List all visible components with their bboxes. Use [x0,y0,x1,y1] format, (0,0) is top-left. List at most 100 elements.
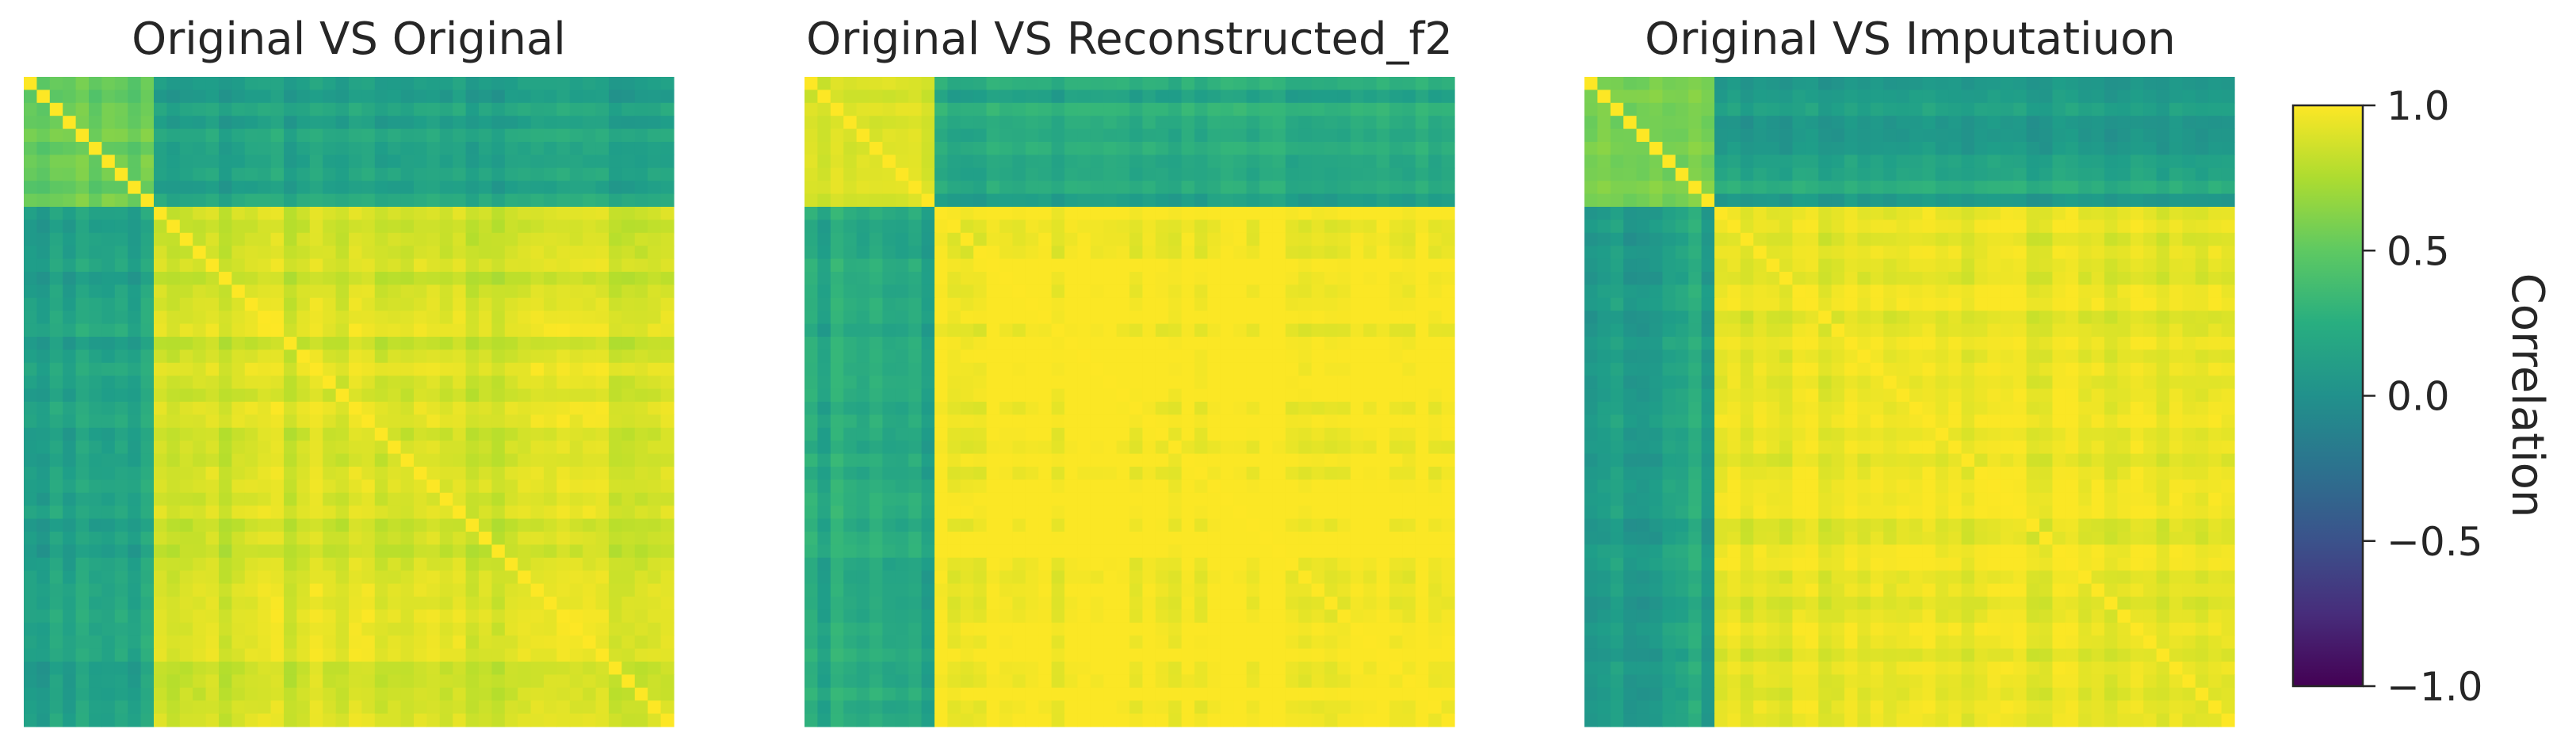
heatmap-cell [973,414,988,429]
heatmap-cell [1207,414,1221,429]
heatmap-cell [1376,713,1390,727]
heatmap-cell [24,232,37,246]
heatmap-cell [1103,467,1118,480]
heatmap-cell [556,349,571,364]
heatmap-cell [830,674,844,689]
heatmap-cell [1077,181,1091,195]
heatmap-cell [569,544,583,559]
heatmap-cell [1194,557,1208,571]
heatmap-cell [1428,102,1443,116]
heatmap-cell [323,167,337,181]
heatmap-cell [1064,518,1078,532]
heatmap-cell [270,570,285,585]
heatmap-cell [24,284,37,299]
heatmap-cell [349,167,362,181]
heatmap-cell [1220,492,1234,506]
heatmap-cell [621,362,636,376]
heatmap-cell [1051,219,1065,234]
heatmap-cell [569,219,583,234]
heatmap-cell [1259,323,1273,338]
heatmap-cell [374,414,388,429]
heatmap-cell [244,388,258,403]
heatmap-cell [335,635,350,650]
heatmap-cell [986,674,1000,689]
heatmap-cell [75,492,90,506]
heatmap-cell [1350,635,1364,650]
heatmap-cell [1090,467,1104,480]
heatmap-cell [1337,142,1351,155]
heatmap-cell [1077,219,1091,234]
heatmap-cell [63,506,77,520]
heatmap-cell [973,246,988,260]
heatmap-cell [49,402,63,415]
heatmap-cell [1272,414,1286,429]
heatmap-cell [504,583,518,597]
heatmap-cell [1038,142,1053,155]
heatmap-cell [544,544,557,559]
heatmap-cell [843,532,858,545]
heatmap-cell [1350,609,1364,624]
heatmap-cell [660,427,675,441]
heatmap-cell [1428,518,1443,532]
heatmap-cell [1142,597,1156,610]
heatmap-cell [193,609,207,624]
heatmap-cell [1246,648,1260,662]
heatmap-cell [1298,518,1313,532]
heatmap-cell [309,167,323,181]
heatmap-cell [101,713,116,727]
heatmap-cell [388,311,402,325]
heatmap-cell [934,142,948,155]
heatmap-cell [556,467,571,480]
heatmap-cell [323,609,337,624]
heatmap-cell [960,570,974,585]
heatmap-cell [1272,272,1286,285]
heatmap-cell [453,662,467,675]
heatmap-cell [660,128,675,143]
heatmap-cell [439,181,453,195]
heatmap-cell [843,323,858,338]
heatmap-cell [1350,441,1364,455]
heatmap-cell [75,453,90,467]
heatmap-cell [400,674,415,689]
heatmap-cell [361,337,376,350]
heatmap-cell [309,102,323,116]
heatmap-cell [1025,506,1039,520]
heatmap-cell [219,297,232,311]
heatmap-cell [1285,622,1299,636]
heatmap-cell [660,349,675,364]
heatmap-cell [63,258,77,273]
heatmap-cell [166,674,181,689]
heatmap-cell [960,349,974,364]
heatmap-cell [805,90,818,104]
heatmap-cell [374,232,388,246]
heatmap-cell [1337,388,1351,403]
heatmap-cell [1441,232,1455,246]
heatmap-cell [193,376,207,390]
heatmap-cell [544,193,557,208]
heatmap-cell [24,337,37,350]
heatmap-cell [1311,376,1325,390]
heatmap-cell [583,700,597,715]
heatmap-cell [1259,597,1273,610]
heatmap-cell [1194,102,1208,116]
heatmap-cell [1272,362,1286,376]
heatmap-cell [1350,506,1364,520]
heatmap-cell [1337,246,1351,260]
heatmap-cell [1220,167,1234,181]
heatmap-cell [89,570,102,585]
heatmap-cell [205,687,220,701]
heatmap-cell [1207,246,1221,260]
heatmap-cell [388,700,402,715]
heatmap-cell [530,362,545,376]
heatmap-cell [908,258,923,273]
heatmap-cell [1402,102,1416,116]
heatmap-cell [453,193,467,208]
heatmap-cell [999,635,1013,650]
heatmap-cell [101,116,116,130]
heatmap-cell [1415,441,1429,455]
heatmap-cell [934,700,948,715]
heatmap-cell [374,453,388,467]
heatmap-cell [895,557,909,571]
heatmap-cell [24,622,37,636]
heatmap-cell [114,648,128,662]
